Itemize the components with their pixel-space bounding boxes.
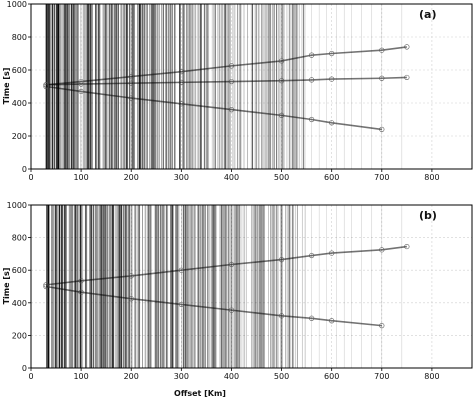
y-tick-label: 1000	[7, 0, 27, 9]
panel-a-frame	[30, 3, 473, 170]
y-tick-label: 0	[22, 364, 27, 373]
arrival-point	[43, 83, 49, 90]
panel-b-points	[43, 243, 410, 329]
x-tick-label: 700	[374, 173, 389, 182]
arrival-point	[278, 112, 285, 118]
arrival-point	[309, 77, 315, 83]
arrival-point	[228, 307, 235, 313]
arrival-point	[309, 315, 315, 321]
x-tick-label: 700	[374, 372, 389, 381]
arrival-point	[278, 257, 285, 263]
arrival-point	[379, 247, 385, 253]
arrival-branch-line	[45, 245, 407, 286]
arrival-point	[78, 88, 84, 95]
panel-a-points	[43, 44, 410, 132]
x-tick-label: 600	[324, 173, 339, 182]
x-tick-label: 800	[424, 173, 439, 182]
arrival-branch-line	[46, 76, 407, 86]
arrival-point	[329, 120, 335, 126]
arrival-point	[278, 313, 285, 319]
arrival-point	[228, 78, 235, 85]
arrival-point	[309, 116, 315, 123]
x-tick-label: 100	[73, 173, 88, 182]
arrival-point	[178, 267, 184, 273]
y-tick-label: 400	[12, 299, 27, 308]
arrival-point	[228, 106, 235, 113]
arrival-point	[178, 301, 184, 308]
arrival-branch-line	[45, 85, 382, 131]
x-tick-label: 200	[124, 372, 139, 381]
y-tick-label: 200	[12, 132, 27, 141]
arrival-point	[379, 126, 385, 132]
x-tick-label: 400	[224, 173, 239, 182]
x-tick-label: 500	[274, 372, 289, 381]
panel-a-ylabel: Time [s]	[2, 68, 11, 105]
y-tick-label: 800	[12, 33, 27, 42]
x-tick-label: 500	[274, 173, 289, 182]
arrival-point	[178, 69, 184, 75]
y-tick-label: 0	[22, 165, 27, 174]
arrival-point	[379, 323, 385, 329]
arrival-point	[309, 52, 315, 58]
arrival-point	[78, 289, 84, 295]
arrival-point	[278, 58, 285, 64]
arrival-point	[128, 73, 134, 80]
panel-b-y-ticks: 0 200 400 600 800 1000	[7, 201, 31, 373]
arrival-branch-line	[45, 46, 407, 86]
panel-a: 0 100 200 300 400 500 600 700 800 0 200 400 600 800 1…	[2, 0, 473, 182]
x-tick-label: 800	[424, 372, 439, 381]
arrival-point	[128, 95, 134, 101]
arrival-point	[379, 47, 385, 53]
arrival-point	[329, 76, 335, 82]
x-tick-label: 300	[174, 372, 189, 381]
arrival-point	[78, 278, 84, 284]
arrival-branch-line	[45, 285, 382, 327]
panel-a-background	[31, 4, 472, 169]
arrival-point	[404, 243, 410, 250]
arrival-point	[404, 44, 410, 50]
panel-b-ylabel: Time [s]	[2, 268, 11, 305]
x-tick-label: 300	[174, 173, 189, 182]
x-tick-label: 100	[73, 372, 88, 381]
panel-b: 0 100 200 300 400 500 600 700 800 0 200 400 600 800 1…	[2, 201, 473, 398]
x-tick-label: 200	[124, 173, 139, 182]
y-tick-label: 200	[12, 331, 27, 340]
arrival-point	[404, 74, 410, 81]
arrival-point	[309, 252, 315, 259]
y-tick-label: 600	[12, 66, 27, 75]
arrival-point	[228, 261, 235, 268]
arrival-point	[128, 273, 134, 279]
panel-b-traces	[46, 205, 403, 368]
arrival-point	[329, 250, 335, 256]
y-tick-label: 800	[12, 234, 27, 243]
y-tick-label: 400	[12, 99, 27, 108]
arrival-point	[128, 296, 134, 302]
y-tick-label: 600	[12, 266, 27, 275]
panel-b-frame	[30, 204, 473, 369]
x-tick-label: 600	[324, 372, 339, 381]
arrival-point	[128, 80, 134, 86]
panel-b-x-ticks: 0 100 200 300 400 500 600 700 800	[28, 368, 440, 381]
arrival-point	[379, 75, 385, 81]
arrival-point	[228, 63, 235, 69]
panel-b-tag: (b)	[419, 209, 437, 222]
arrival-point	[329, 50, 335, 57]
arrival-point	[178, 101, 184, 107]
arrival-point	[178, 79, 184, 85]
y-tick-label: 1000	[7, 201, 27, 210]
arrival-point	[278, 78, 285, 84]
arrival-point	[329, 318, 335, 324]
arrival-point	[78, 81, 84, 87]
x-tick-label: 0	[28, 372, 33, 381]
panel-b-background	[31, 205, 472, 368]
x-tick-label: 0	[28, 173, 33, 182]
panel-a-y-ticks: 0 200 400 600 800 1000	[7, 0, 31, 174]
arrival-point	[43, 283, 49, 290]
panel-a-x-ticks: 0 100 200 300 400 500 600 700 800	[28, 169, 440, 182]
panel-b-xlabel: Offset [Km]	[174, 389, 226, 398]
panel-a-tag: (a)	[419, 8, 436, 21]
x-tick-label: 400	[224, 372, 239, 381]
